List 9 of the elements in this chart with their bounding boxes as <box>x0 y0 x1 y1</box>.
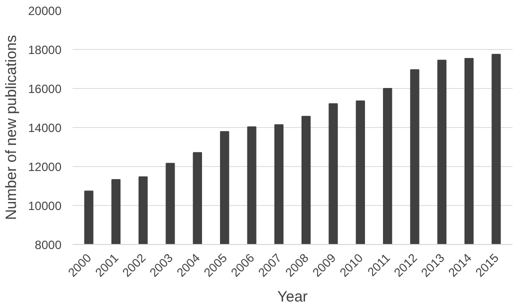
y-tick-label: 20000 <box>28 4 62 18</box>
y-tick-label: 14000 <box>28 121 62 135</box>
x-axis-title: Year <box>277 288 308 306</box>
y-tick-label: 16000 <box>28 82 62 96</box>
y-tick-label: 18000 <box>28 43 62 57</box>
y-axis-title: Number of new publications <box>3 34 20 220</box>
y-tick-label: 8000 <box>34 238 62 252</box>
y-tick-label: 10000 <box>28 199 62 213</box>
y-tick-label: 12000 <box>28 160 62 174</box>
